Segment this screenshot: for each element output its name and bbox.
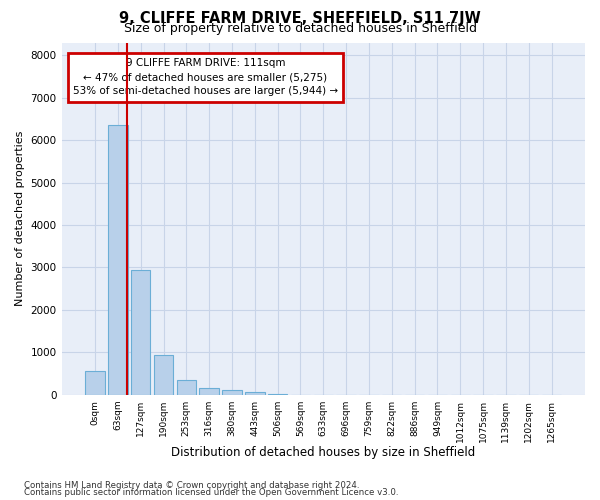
Bar <box>199 388 219 395</box>
X-axis label: Distribution of detached houses by size in Sheffield: Distribution of detached houses by size … <box>171 446 475 459</box>
Y-axis label: Number of detached properties: Number of detached properties <box>15 131 25 306</box>
Text: 9 CLIFFE FARM DRIVE: 111sqm
← 47% of detached houses are smaller (5,275)
53% of : 9 CLIFFE FARM DRIVE: 111sqm ← 47% of det… <box>73 58 338 96</box>
Bar <box>222 390 242 395</box>
Text: Contains HM Land Registry data © Crown copyright and database right 2024.: Contains HM Land Registry data © Crown c… <box>24 480 359 490</box>
Bar <box>176 380 196 395</box>
Text: Contains public sector information licensed under the Open Government Licence v3: Contains public sector information licen… <box>24 488 398 497</box>
Text: 9, CLIFFE FARM DRIVE, SHEFFIELD, S11 7JW: 9, CLIFFE FARM DRIVE, SHEFFIELD, S11 7JW <box>119 10 481 26</box>
Bar <box>245 392 265 395</box>
Bar <box>108 126 128 395</box>
Bar <box>154 354 173 395</box>
Bar <box>85 372 105 395</box>
Text: Size of property relative to detached houses in Sheffield: Size of property relative to detached ho… <box>124 22 476 35</box>
Bar <box>268 394 287 395</box>
Bar <box>131 270 151 395</box>
